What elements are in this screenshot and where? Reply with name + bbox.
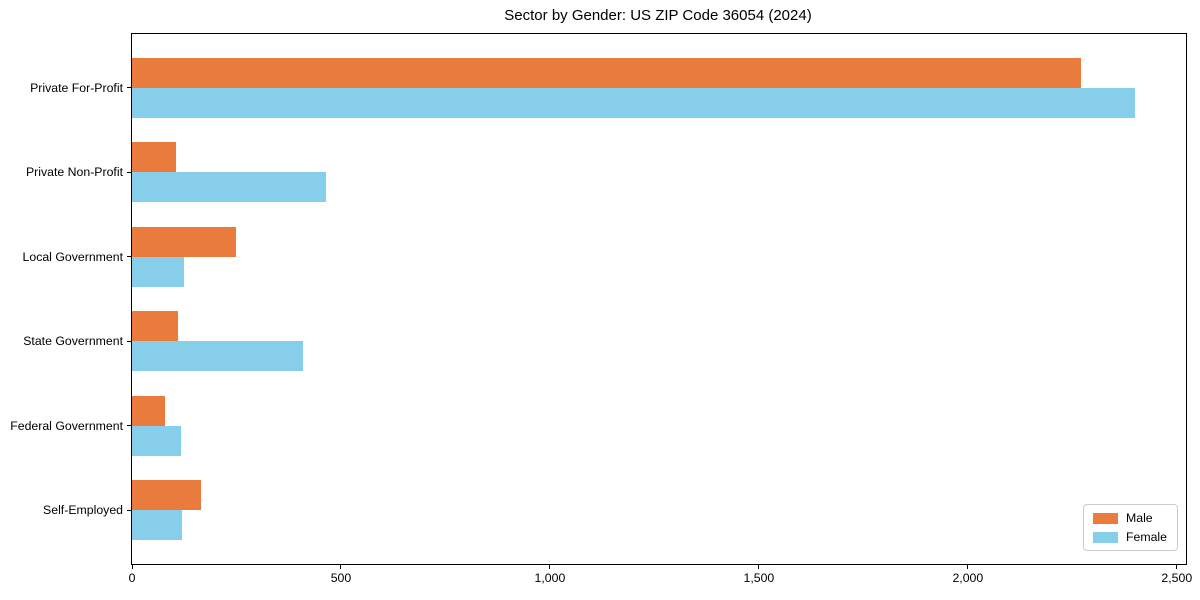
legend-label-female: Female xyxy=(1125,530,1167,544)
x-tick-1,500 xyxy=(758,564,760,569)
bar-male-self-employed xyxy=(132,480,201,511)
y-label-federal-government: Federal Government xyxy=(10,418,123,433)
y-tick-state-government xyxy=(127,340,132,342)
y-tick-federal-government xyxy=(127,425,132,427)
x-label-1,000: 1,000 xyxy=(534,571,566,585)
bar-female-state-government xyxy=(132,341,304,372)
bar-female-local-government xyxy=(132,256,185,287)
y-label-local-government: Local Government xyxy=(22,249,123,264)
bar-female-private-for-profit xyxy=(132,87,1135,118)
legend: Male Female xyxy=(1082,504,1178,551)
y-label-self-employed: Self-Employed xyxy=(43,503,123,518)
y-tick-private-non-profit xyxy=(127,171,132,173)
x-tick-2,500 xyxy=(1176,564,1178,569)
y-label-state-government: State Government xyxy=(23,334,123,349)
y-tick-private-for-profit xyxy=(127,87,132,89)
y-tick-self-employed xyxy=(127,509,132,511)
plot-area: Private For-Profit Private Non-Profit Loca… xyxy=(10,33,1192,585)
y-label-private-non-profit: Private Non-Profit xyxy=(25,165,123,180)
x-tick-0 xyxy=(131,564,133,569)
chart-title: Sector by Gender: US ZIP Code 36054 (202… xyxy=(504,7,812,24)
y-tick-local-government xyxy=(127,256,132,258)
bar-male-private-non-profit xyxy=(132,142,176,173)
female-color-swatch xyxy=(1092,531,1118,543)
x-label-2,000: 2,000 xyxy=(952,571,984,585)
bar-male-private-for-profit xyxy=(132,57,1081,88)
x-tick-2,000 xyxy=(967,564,969,569)
x-tick-500 xyxy=(340,564,342,569)
x-label-2,500: 2,500 xyxy=(1161,571,1193,585)
legend-label-male: Male xyxy=(1125,511,1153,525)
y-label-private-for-profit: Private For-Profit xyxy=(30,80,123,95)
x-label-500: 500 xyxy=(330,571,352,585)
bar-male-local-government xyxy=(132,226,237,257)
bar-female-self-employed xyxy=(132,510,183,541)
legend-entry-female: Female xyxy=(1092,530,1167,544)
x-label-0: 0 xyxy=(128,571,136,585)
x-tick-1,000 xyxy=(549,564,551,569)
bar-male-state-government xyxy=(132,311,178,342)
legend-entry-male: Male xyxy=(1092,511,1167,525)
bar-female-federal-government xyxy=(132,425,181,456)
bar-female-private-non-profit xyxy=(132,172,327,203)
x-label-1,500: 1,500 xyxy=(743,571,775,585)
male-color-swatch xyxy=(1092,512,1118,524)
bar-male-federal-government xyxy=(132,395,166,426)
